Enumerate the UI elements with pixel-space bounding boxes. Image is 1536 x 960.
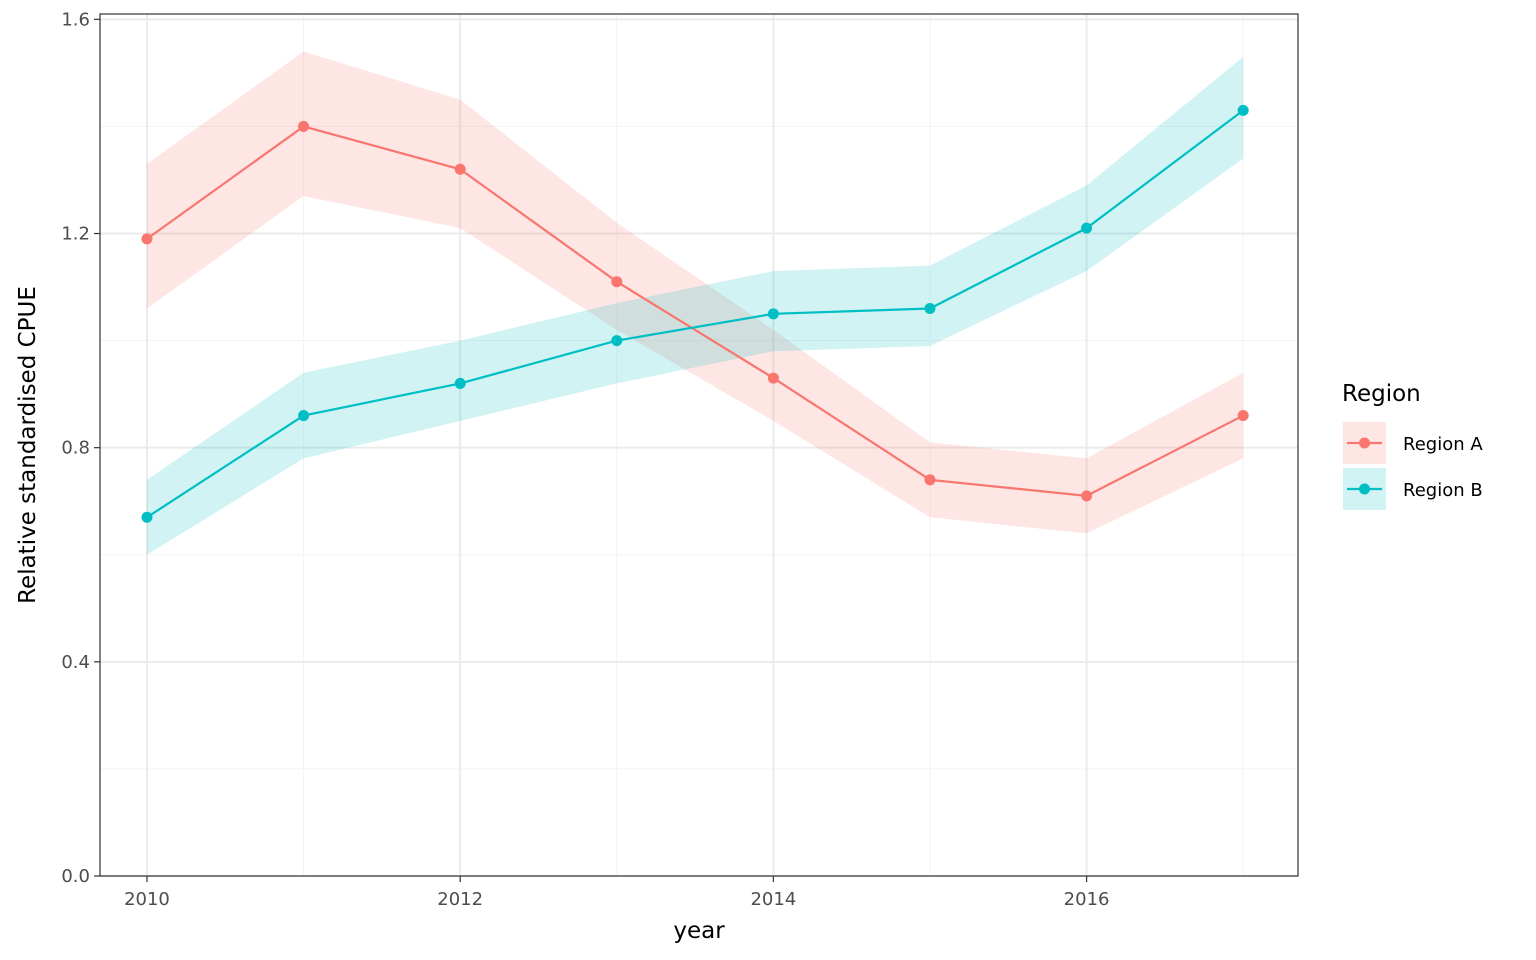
x-tick-label: 2014 <box>750 889 796 910</box>
region-a-point <box>141 233 153 245</box>
legend: Region Region A Region B <box>1342 381 1483 510</box>
plot-panel-border <box>99 13 1299 877</box>
y-tick-label: 0.8 <box>61 438 90 459</box>
y-tick-label: 1.2 <box>61 224 90 245</box>
region-a-point <box>611 276 623 288</box>
region-a-point <box>767 372 779 384</box>
region-b-line <box>146 109 1244 519</box>
legend-item-region-a: Region A <box>1343 422 1483 464</box>
region-a-point <box>298 120 310 132</box>
legend-item-region-b: Region B <box>1343 468 1483 510</box>
x-tick-label: 2016 <box>1064 889 1110 910</box>
series-lines <box>146 109 1244 519</box>
y-axis-title: Relative standardised CPUE <box>15 286 41 604</box>
x-axis-ticks: 2010 2012 2014 2016 <box>124 876 1109 910</box>
legend-label: Region B <box>1403 480 1483 501</box>
y-tick-label: 0.0 <box>61 866 90 887</box>
region-b-point <box>454 377 466 389</box>
region-b-point <box>1081 222 1093 234</box>
region-a-point <box>1237 410 1249 422</box>
region-b-point <box>767 308 779 320</box>
region-b-point <box>298 410 310 422</box>
series-points <box>141 104 1249 523</box>
y-tick-label: 0.4 <box>61 652 90 673</box>
region-b-ribbon <box>146 56 1244 555</box>
legend-key-point <box>1359 437 1370 449</box>
region-a-point <box>1081 490 1093 502</box>
legend-title: Region <box>1342 381 1421 407</box>
y-tick-label: 1.6 <box>61 9 90 30</box>
region-a-point <box>924 474 936 486</box>
plot-background <box>100 14 1298 876</box>
region-b-point <box>141 511 153 523</box>
region-b-point <box>611 335 623 347</box>
region-b-point <box>1237 104 1249 116</box>
region-a-ribbon <box>146 51 1244 534</box>
confidence-ribbons <box>146 51 1244 555</box>
y-axis-ticks: 0.0 0.4 0.8 1.2 1.6 <box>61 9 100 887</box>
legend-key-point <box>1359 483 1370 495</box>
region-a-point <box>454 163 466 175</box>
x-tick-label: 2010 <box>124 889 170 910</box>
region-b-point <box>924 302 936 314</box>
region-a-line <box>146 125 1244 497</box>
legend-label: Region A <box>1403 434 1483 455</box>
x-tick-label: 2012 <box>437 889 483 910</box>
x-axis-title: year <box>673 918 725 944</box>
